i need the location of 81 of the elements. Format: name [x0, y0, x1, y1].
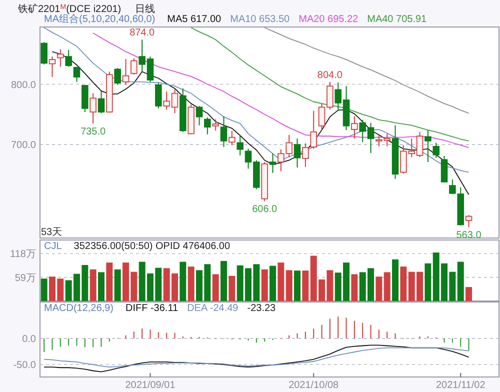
candlestick	[82, 84, 88, 113]
y-tick-label: 118万	[10, 249, 36, 260]
x-tick-label: 2021/10/08	[288, 380, 340, 391]
candlestick	[204, 116, 211, 135]
bar	[212, 274, 219, 301]
candlestick	[65, 49, 72, 68]
bar	[302, 270, 309, 301]
bar	[294, 270, 301, 301]
candlestick	[228, 130, 236, 146]
annotation: 53天	[41, 227, 62, 238]
candlestick	[40, 42, 48, 65]
text: MA5 617.00	[167, 14, 222, 25]
candlestick	[90, 92, 96, 124]
bar	[106, 262, 113, 301]
text: DIFF -36.11	[125, 303, 179, 314]
candlestick	[236, 134, 244, 156]
candlestick	[98, 91, 105, 114]
candlestick	[432, 142, 440, 158]
legend-title: MA组合(5,10,20,40,60,0)	[44, 13, 156, 25]
candlestick	[294, 138, 301, 168]
annotation: 874.0	[130, 28, 156, 39]
bar	[228, 276, 236, 301]
bar	[466, 287, 472, 301]
text: MA10 653.50	[230, 14, 290, 25]
line-series	[264, 27, 470, 114]
bar	[98, 272, 104, 301]
candlestick	[48, 56, 56, 78]
candlestick	[269, 153, 276, 174]
bar	[114, 269, 121, 301]
line-series	[190, 27, 470, 142]
y-tick-label: 0.0	[22, 334, 36, 345]
candlestick	[212, 118, 219, 132]
candlestick	[424, 130, 432, 163]
candlestick	[196, 105, 203, 126]
bar	[261, 269, 268, 301]
candlestick	[440, 156, 448, 182]
bar	[392, 259, 399, 301]
chart-subtitle: 日线	[135, 3, 156, 15]
annotation: -23.23	[247, 303, 276, 314]
bar	[270, 266, 276, 301]
candlestick	[114, 67, 121, 86]
bar	[90, 269, 96, 301]
bar	[278, 262, 284, 301]
line-series	[52, 51, 470, 196]
bar	[424, 263, 432, 301]
chart-title: CJL	[44, 241, 62, 252]
text: MA20 695.22	[298, 14, 359, 25]
candlestick	[130, 58, 138, 76]
annotation: 735.0	[80, 126, 106, 138]
chart-title: 铁矿2201$^{M}$(DCE i2201)	[17, 3, 122, 15]
x-tick-label: 2021/11/02	[436, 380, 486, 391]
y-tick-label: 59万	[14, 272, 36, 284]
bar	[376, 276, 382, 301]
candlestick	[465, 214, 472, 228]
bar	[400, 266, 407, 301]
bar	[351, 274, 358, 301]
candlestick	[57, 48, 64, 68]
chart-title: MACD(12,26,9)	[44, 303, 114, 314]
candlestick	[155, 82, 162, 109]
text: MA40 705.91	[367, 14, 428, 25]
candlestick	[122, 58, 130, 86]
y-tick-label: 700.0	[10, 140, 36, 152]
bar	[40, 278, 48, 301]
text: DEA -24.49	[187, 303, 239, 314]
y-tick-label: -50.0	[13, 360, 36, 371]
bar	[220, 260, 228, 301]
line-series	[44, 347, 470, 368]
annotation: 563.0	[456, 230, 482, 242]
bar	[457, 262, 464, 301]
annotation: 606.0	[252, 204, 278, 216]
annotation: 352356.00(50:50) OPID 476406.00	[74, 241, 230, 252]
y-tick-label: 800.0	[10, 80, 36, 91]
x-tick-label: 2021/09/01	[125, 380, 176, 391]
bar	[180, 262, 186, 301]
bar	[188, 266, 194, 301]
bar	[384, 272, 390, 301]
candlestick	[73, 66, 80, 82]
candlestick	[220, 116, 228, 148]
bar	[286, 270, 292, 301]
candlestick	[351, 116, 358, 140]
annotation: 804.0	[317, 70, 343, 81]
